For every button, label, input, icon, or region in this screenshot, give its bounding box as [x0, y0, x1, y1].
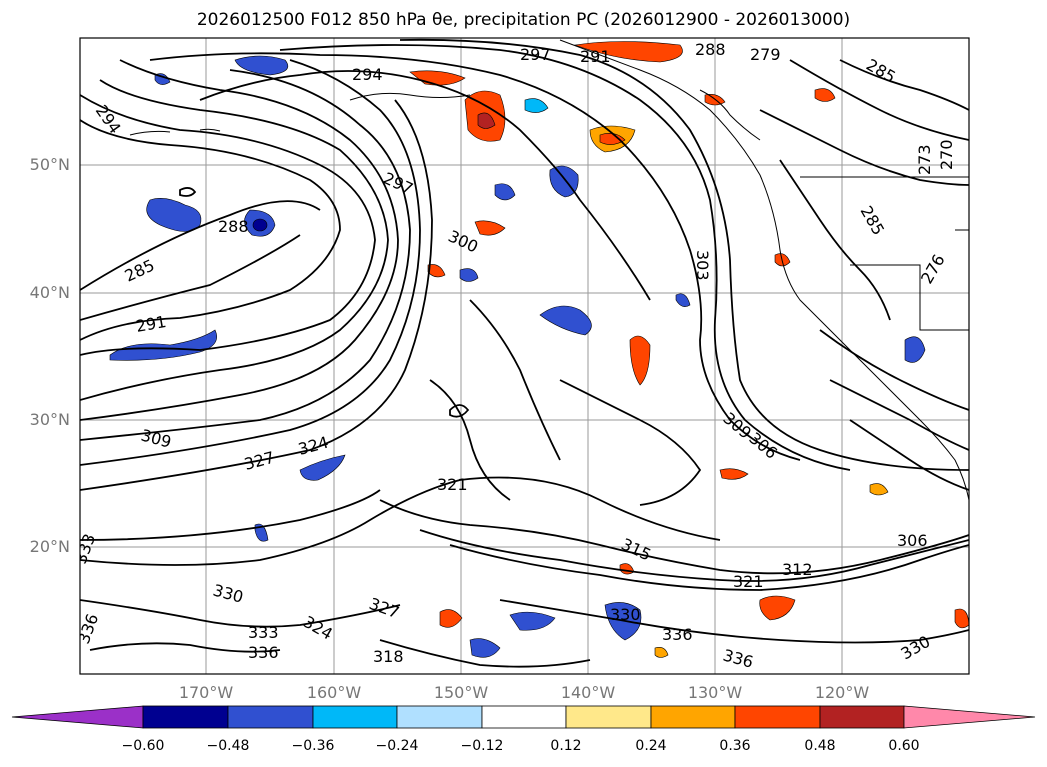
lon-tick-label: 160°W — [306, 683, 362, 702]
colorbar-tick-label: 0.36 — [719, 738, 751, 754]
contour-label: 297 — [520, 45, 551, 64]
contour-label: 306 — [897, 531, 928, 550]
contour-label: 336 — [248, 643, 279, 662]
colorbar-extend-low — [11, 705, 144, 729]
contour-label: 330 — [610, 605, 641, 624]
colorbar-segment — [142, 705, 229, 729]
contour-label: 318 — [373, 647, 404, 666]
contour-label: 270 — [937, 139, 956, 170]
lat-tick-label: 20°N — [29, 537, 70, 556]
gridlines — [80, 38, 969, 674]
contour-label: 294 — [352, 65, 383, 84]
colorbar-tick-label: −0.60 — [121, 738, 165, 754]
colorbar-tick-label: 0.48 — [804, 738, 836, 754]
lon-tick-label: 120°W — [814, 683, 870, 702]
lat-tick-label: 40°N — [29, 283, 70, 302]
contour-label: 288 — [218, 217, 249, 236]
colorbar-segment — [734, 705, 821, 729]
contour-label: 333 — [248, 623, 279, 642]
colorbar-tick-label: −0.48 — [206, 738, 250, 754]
colorbar-tick-label: 0.12 — [550, 738, 582, 754]
lon-tick-label: 150°W — [433, 683, 489, 702]
lon-tick-label: 140°W — [560, 683, 616, 702]
colorbar-tick-label: −0.24 — [375, 738, 419, 754]
lon-tick-label: 170°W — [178, 683, 234, 702]
precip-positive — [409, 41, 969, 658]
chart-title: 2026012500 F012 850 hPa θe, precipitatio… — [196, 10, 851, 30]
colorbar-tick-label: 0.60 — [888, 738, 920, 754]
contour-label: 321 — [437, 475, 468, 494]
lon-tick-label: 130°W — [687, 683, 743, 702]
coastline — [129, 39, 969, 501]
colorbar-segment — [565, 705, 652, 729]
contour-label: 336 — [662, 625, 693, 644]
colorbar-segment — [481, 705, 567, 729]
colorbar-segment — [312, 705, 398, 729]
colorbar-extend-high — [903, 705, 1036, 729]
map-frame — [79, 37, 970, 675]
colorbar-segment — [396, 705, 483, 729]
contour-label: 312 — [782, 560, 813, 579]
colorbar-segment — [819, 705, 905, 729]
colorbar-segment — [227, 705, 314, 729]
lat-tick-label: 50°N — [29, 155, 70, 174]
map-background — [80, 38, 969, 674]
colorbar-tick-label: −0.36 — [291, 738, 335, 754]
theta-e-contours — [80, 38, 969, 668]
colorbar — [11, 705, 1036, 729]
colorbar-segment — [650, 705, 736, 729]
contour-label: 273 — [915, 144, 934, 175]
contour-label: 288 — [695, 40, 726, 59]
colorbar-tick-label: −0.12 — [460, 738, 504, 754]
contour-label: 321 — [733, 572, 764, 591]
contour-label: 279 — [750, 45, 781, 64]
lat-tick-label: 30°N — [29, 410, 70, 429]
contour-label: 291 — [580, 47, 611, 66]
precip-negative — [109, 55, 926, 658]
contour-label: 303 — [693, 250, 712, 281]
colorbar-tick-label: 0.24 — [635, 738, 667, 754]
